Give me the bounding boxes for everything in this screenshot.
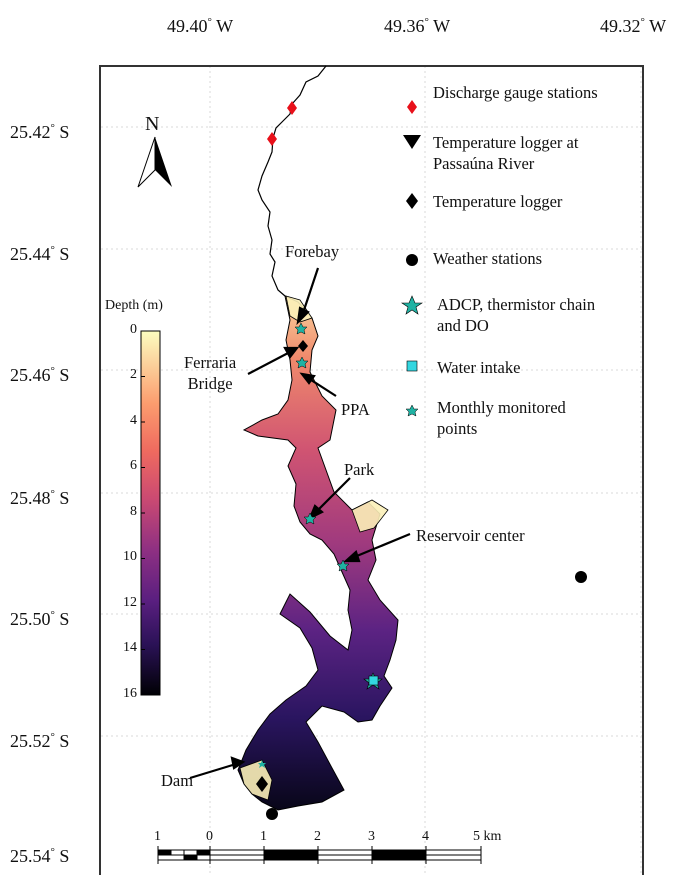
park-label: Park [344,460,375,479]
colorbar-tick-label: 2 [130,367,137,382]
scalebar-label: 0 [206,829,213,844]
lat-label: 25.48° S [10,488,70,508]
legend-intake-icon [406,360,418,372]
weather-station-icon [266,808,278,820]
monthly-point-icon [303,512,317,525]
legend-adcp-label: ADCP, thermistor chain and DO [437,295,596,335]
shallow-shoreline [351,499,389,533]
legend-symbols [401,100,423,417]
legend-discharge-label: Discharge gauge stations [433,83,598,102]
water-intake-icon [368,675,379,686]
lat-label: 25.46° S [10,365,70,385]
reservoir-center-label: Reservoir center [416,526,525,545]
discharge-gauge-icon [267,132,277,146]
temperature-logger-icon [298,340,308,352]
scalebar-label: 1 [154,829,161,844]
colorbar-tick-label: 6 [130,458,137,473]
legend-temp-logger-icon [406,193,418,209]
legend-intake-label: Water intake [437,358,521,377]
legend-adcp-icon [401,295,423,315]
legend-temp-river-label: Temperature logger at Passaúna River [433,133,579,173]
colorbar-tick-label: 10 [123,549,137,564]
lat-label: 25.42° S [10,122,70,142]
dam-label: Dam [161,771,194,790]
colorbar-tick-label: 8 [130,504,137,519]
lon-label: 49.36° W [384,16,451,36]
weather-station-icon [575,571,587,583]
legend-temp-river-icon [403,135,421,149]
colorbar-ticks [141,330,145,696]
monthly-point-icon [258,760,266,768]
temperature-logger-icon [256,776,268,792]
scalebar-label: 2 [314,829,321,844]
lat-label: 25.50° S [10,609,70,629]
monthly-point-icon [294,322,308,335]
legend-weather-icon [406,254,418,266]
map-frame [99,65,644,880]
lon-label: 49.40° W [167,16,234,36]
scalebar-label: 1 [260,829,267,844]
north-label: N [145,113,160,135]
legend-weather-label: Weather stations [433,249,543,268]
passauna-river [257,65,327,297]
lon-label: 49.32° W [600,16,667,36]
legend-monthly-label: Monthly monitored points [437,398,566,438]
ppa-label: PPA [341,400,370,419]
colorbar-tick-label: 16 [123,686,137,701]
scalebar-label: 4 [422,829,429,844]
colorbar-tick-label: 14 [123,640,137,655]
reservoir-water [237,295,399,811]
lat-label: 25.44° S [10,244,70,264]
legend-discharge-icon [407,100,417,114]
scale-bar [157,846,482,864]
annotation-arrows [189,267,411,780]
legend-temp-logger-label: Temperature logger [433,192,563,211]
ferraria-bridge-label: Ferraria Bridge [184,353,237,393]
scalebar-label: 5 km [473,829,502,844]
lat-label: 25.54° S [10,846,70,866]
legend-monthly-icon [405,404,419,417]
forebay-label: Forebay [285,242,340,261]
scalebar-label: 3 [368,829,375,844]
colorbar-tick-label: 12 [123,595,137,610]
colorbar-tick-label: 4 [130,413,137,428]
monthly-point-icon [336,559,350,572]
colorbar-tick-label: 0 [130,322,137,337]
lat-label: 25.52° S [10,731,70,751]
colorbar-title: Depth (m) [105,298,163,313]
north-arrow-half-icon [137,136,156,188]
map-markers [256,101,587,820]
monthly-point-icon [295,356,309,369]
discharge-gauge-icon [287,101,297,115]
